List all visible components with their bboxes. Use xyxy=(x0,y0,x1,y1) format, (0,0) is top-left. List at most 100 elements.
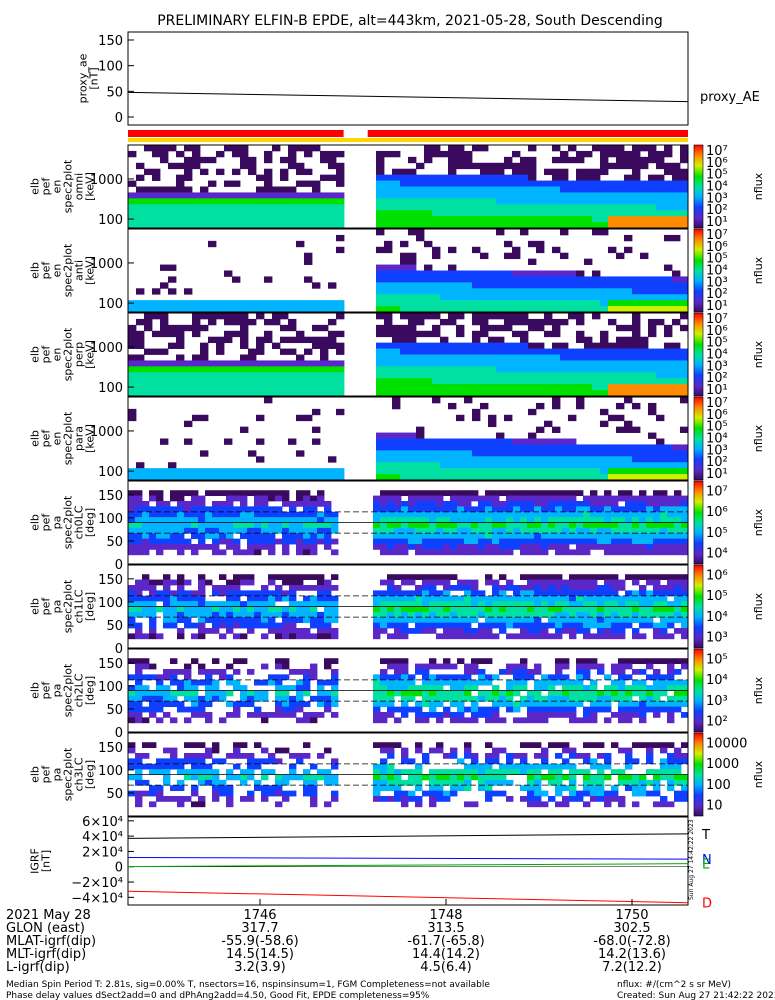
pef-en-spec-2-cell xyxy=(600,229,609,236)
pef-en-spec-4-image xyxy=(128,397,689,481)
pef-pa-ch1-cell xyxy=(317,574,325,581)
pef-pa-ch2-cell xyxy=(604,695,612,702)
pef-pa-ch3-cell xyxy=(233,763,241,770)
pef-en-spec-3-cell xyxy=(336,342,345,349)
pef-pa-ch1-cell xyxy=(653,590,661,597)
pef-pa-ch0-cell xyxy=(233,506,241,513)
pef-pa-ch3-cell xyxy=(380,758,388,765)
pef-pa-ch3-cell xyxy=(464,785,472,792)
pef-en-spec-3-cell xyxy=(176,366,185,373)
pef-pa-ch1-cell xyxy=(513,595,521,602)
pef-pa-ch0-ytick-label: 150 xyxy=(98,489,123,504)
pef-en-spec-3-cell xyxy=(424,366,433,373)
pef-pa-ch3-cell xyxy=(429,747,437,754)
pef-en-spec-2-cell xyxy=(304,276,313,283)
pef-pa-ch1-cell xyxy=(324,617,332,624)
pef-en-spec-2-cell xyxy=(400,306,409,313)
pef-pa-ch3-cell xyxy=(520,769,528,775)
pef-en-spec-3-cell xyxy=(160,360,169,367)
pef-pa-ch1-cell xyxy=(555,633,563,640)
pef-en-spec-1-cell xyxy=(520,198,529,205)
pef-en-spec-3-cell xyxy=(632,318,641,326)
pef-en-spec-2-cell xyxy=(408,282,417,289)
pef-en-spec-4-cell xyxy=(616,474,625,481)
pef-pa-ch1-cell xyxy=(135,590,143,597)
pef-pa-ch1-cell xyxy=(310,601,318,607)
pef-en-spec-3-cell xyxy=(512,378,521,385)
pef-pa-ch0-cell xyxy=(135,522,143,529)
pef-pa-ch2-cell xyxy=(562,685,570,691)
pef-pa-ch3-cell xyxy=(205,747,213,754)
pef-pa-ch2-cell xyxy=(443,690,451,697)
pef-en-spec-3-cell xyxy=(512,354,521,361)
pef-en-spec-1-cell xyxy=(608,150,617,158)
pef-en-spec-1-cell xyxy=(640,180,649,187)
pef-pa-ch3-cell xyxy=(373,796,381,802)
pef-en-spec-4-cell xyxy=(528,468,537,475)
pef-en-spec-4-cell xyxy=(648,444,657,451)
pef-en-spec-2-cell xyxy=(592,300,601,307)
pef-en-spec-2-cell xyxy=(384,270,393,277)
pef-pa-ch1-cell xyxy=(289,574,297,581)
pef-pa-ch3-cell xyxy=(170,747,178,754)
pef-en-spec-2-cell xyxy=(640,306,649,313)
pef-en-spec-3-ytick-label: 100 xyxy=(98,381,123,396)
pef-pa-ch0-cell xyxy=(156,522,164,529)
pef-en-spec-3-cell xyxy=(472,360,481,367)
pef-pa-ch1-cell xyxy=(576,622,584,629)
pef-en-spec-3-cell xyxy=(576,348,585,355)
pef-en-spec-1-cell xyxy=(192,210,201,217)
pef-pa-ch2-cell xyxy=(597,690,605,697)
pef-pa-ch2-cell xyxy=(492,717,500,724)
pef-pa-ch1-cell xyxy=(590,633,598,640)
pef-pa-ch1-cell xyxy=(590,622,598,629)
pef-pa-ch0-cell xyxy=(674,527,682,534)
pef-en-spec-3-cell xyxy=(488,384,497,391)
pef-pa-ch3-cell xyxy=(128,742,136,749)
pef-en-spec-4-cell xyxy=(600,450,609,457)
pef-en-spec-3-cell xyxy=(560,372,569,379)
pef-en-spec-2-cell xyxy=(672,276,681,283)
pef-en-spec-3-cell xyxy=(456,366,465,373)
pef-en-spec-2-colorbar-tick: 10⁴ xyxy=(706,264,728,279)
pef-pa-ch3-cell xyxy=(541,763,549,770)
pef-pa-ch1-cell xyxy=(261,617,269,624)
pef-en-spec-2-cell xyxy=(680,288,689,295)
pef-en-spec-3-cell xyxy=(336,313,345,320)
pef-en-spec-4-cell xyxy=(528,450,537,457)
pef-pa-ch0-cell xyxy=(527,506,535,513)
pef-pa-ch2-cell xyxy=(142,706,150,713)
pef-pa-ch0-cell xyxy=(464,533,472,540)
pef-pa-ch3-cell xyxy=(205,752,213,759)
pef-pa-ch2-cell xyxy=(471,658,479,665)
pef-pa-ch0-cell xyxy=(380,517,388,523)
pef-en-spec-1-colorbar xyxy=(693,144,704,229)
pef-pa-ch0-cell xyxy=(653,544,661,550)
pef-en-spec-3-cell xyxy=(584,360,593,367)
pef-en-spec-1-cell xyxy=(256,198,265,205)
pef-pa-ch2-cell xyxy=(639,690,647,697)
pef-pa-ch2-cell xyxy=(513,674,521,681)
pef-en-spec-4-cell xyxy=(584,444,593,451)
pef-en-spec-1-cell xyxy=(672,192,681,199)
pef-en-spec-4-cell xyxy=(440,474,449,481)
pef-pa-ch1-cell xyxy=(499,595,507,602)
pef-pa-ch1-cell xyxy=(240,574,248,581)
pef-pa-ch0-cell xyxy=(324,533,332,540)
pef-en-spec-3-cell xyxy=(480,378,489,385)
pef-en-spec-1-cell xyxy=(640,204,649,211)
pef-pa-ch3-cell xyxy=(156,790,164,797)
pef-en-spec-1-cell xyxy=(248,162,257,170)
pef-en-spec-3-cell xyxy=(416,378,425,385)
pef-pa-ch1-cell xyxy=(555,617,563,624)
pef-en-spec-4-cell xyxy=(616,402,625,410)
pef-pa-ch3-cell xyxy=(408,774,416,781)
pef-pa-ch1-cell xyxy=(142,633,150,640)
pef-en-spec-1-cell xyxy=(672,204,681,211)
pef-en-spec-3-colorbar xyxy=(693,312,704,397)
pef-en-spec-4-cell xyxy=(400,462,409,469)
pef-pa-ch0-cell xyxy=(177,527,185,534)
pef-en-spec-2-cell xyxy=(672,270,681,277)
pef-pa-ch1-cell xyxy=(660,601,668,607)
pef-pa-ch2-cell xyxy=(436,717,444,724)
